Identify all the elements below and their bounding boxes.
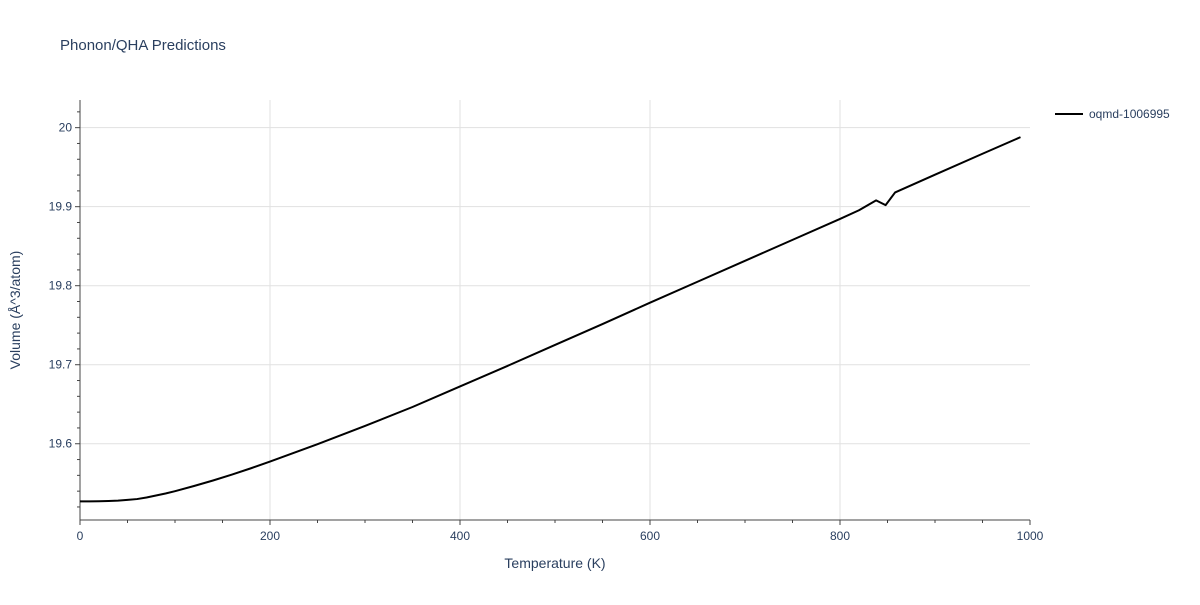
legend-item[interactable]: oqmd-1006995 — [1055, 107, 1170, 121]
plot-area — [80, 136, 1021, 503]
x-tick-label: 1000 — [1017, 529, 1044, 543]
x-tick-label: 800 — [830, 529, 850, 543]
series-line — [80, 136, 1021, 503]
y-axis-title: Volume (Å^3/atom) — [7, 251, 23, 370]
x-tick-label: 0 — [77, 529, 84, 543]
y-tick-label: 19.9 — [49, 200, 73, 214]
legend[interactable]: oqmd-1006995 — [1055, 107, 1170, 121]
y-tick-label: 20 — [59, 121, 73, 135]
x-tick-label: 200 — [260, 529, 280, 543]
y-tick-label: 19.8 — [49, 279, 73, 293]
grid-lines — [80, 100, 1030, 520]
y-tick-label: 19.6 — [49, 437, 73, 451]
x-axis-title: Temperature (K) — [504, 555, 605, 571]
legend-label: oqmd-1006995 — [1089, 107, 1170, 121]
chart-title: Phonon/QHA Predictions — [60, 37, 226, 54]
x-tick-label: 600 — [640, 529, 660, 543]
axes: 0 200 400 600 800 1000 19.6 19.7 19.8 19.9 20 — [49, 100, 1044, 543]
x-tick-label: 400 — [450, 529, 470, 543]
y-tick-label: 19.7 — [49, 358, 73, 372]
